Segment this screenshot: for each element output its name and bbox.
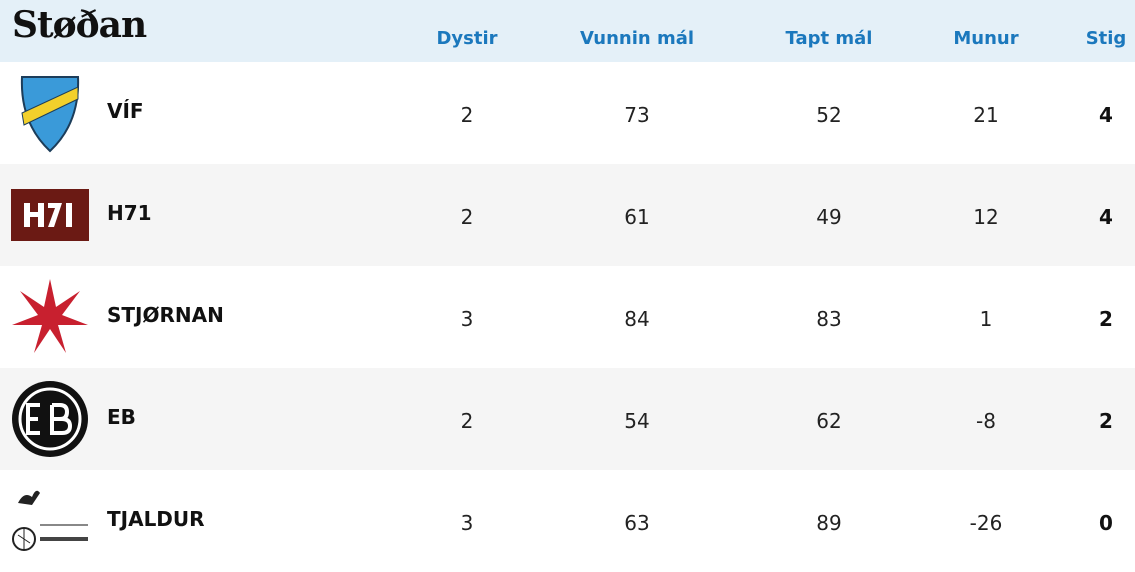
team-name: H71	[107, 201, 152, 225]
stat-cell: 63	[624, 511, 650, 535]
stat-cell: 49	[816, 205, 842, 229]
team-name: STJØRNAN	[107, 303, 224, 327]
column-header: Dystir	[436, 28, 498, 49]
stat-cell: 2	[460, 205, 474, 229]
points: 4	[1099, 205, 1113, 229]
team-name: VÍF	[107, 99, 144, 123]
column-header: Tapt mál	[785, 28, 873, 49]
table-row: STJØRNAN 3 84 83 1 2	[0, 266, 1135, 368]
table-row: EB 2 54 62 -8 2	[0, 368, 1135, 470]
column-header: Munur	[953, 28, 1019, 49]
table-row: TJALDUR 3 63 89 -26 0	[0, 470, 1135, 572]
stat-cell: 73	[624, 103, 650, 127]
stat-cell: -8	[976, 409, 996, 433]
points: 0	[1099, 511, 1113, 535]
team-name: EB	[107, 405, 136, 429]
team-name: TJALDUR	[107, 507, 205, 531]
column-header: Stig	[1085, 28, 1127, 49]
stat-cell: 83	[816, 307, 842, 331]
team-logo	[10, 175, 90, 255]
stat-cell: -26	[969, 511, 1003, 535]
stat-cell: 52	[816, 103, 842, 127]
stat-cell: 1	[979, 307, 993, 331]
stat-cell: 21	[973, 103, 999, 127]
team-logo	[10, 277, 90, 357]
team-logo	[10, 481, 90, 561]
stat-cell: 61	[624, 205, 650, 229]
points: 2	[1099, 409, 1113, 433]
team-logo	[10, 73, 90, 153]
stat-cell: 3	[460, 307, 474, 331]
stat-cell: 62	[816, 409, 842, 433]
team-logo	[10, 379, 90, 459]
points: 4	[1099, 103, 1113, 127]
stat-cell: 2	[460, 409, 474, 433]
stat-cell: 2	[460, 103, 474, 127]
column-header: Vunnin mál	[579, 28, 695, 49]
table-row: H71 2 61 49 12 4	[0, 164, 1135, 266]
table-row: VÍF 2 73 52 21 4	[0, 62, 1135, 164]
points: 2	[1099, 307, 1113, 331]
stat-cell: 89	[816, 511, 842, 535]
stat-cell: 3	[460, 511, 474, 535]
stat-cell: 12	[973, 205, 999, 229]
stat-cell: 54	[624, 409, 650, 433]
header: Støðan Dystir Vunnin mál Tapt mál Munur Stig	[0, 0, 1135, 62]
stat-cell: 84	[624, 307, 650, 331]
title: Støðan	[12, 4, 147, 46]
